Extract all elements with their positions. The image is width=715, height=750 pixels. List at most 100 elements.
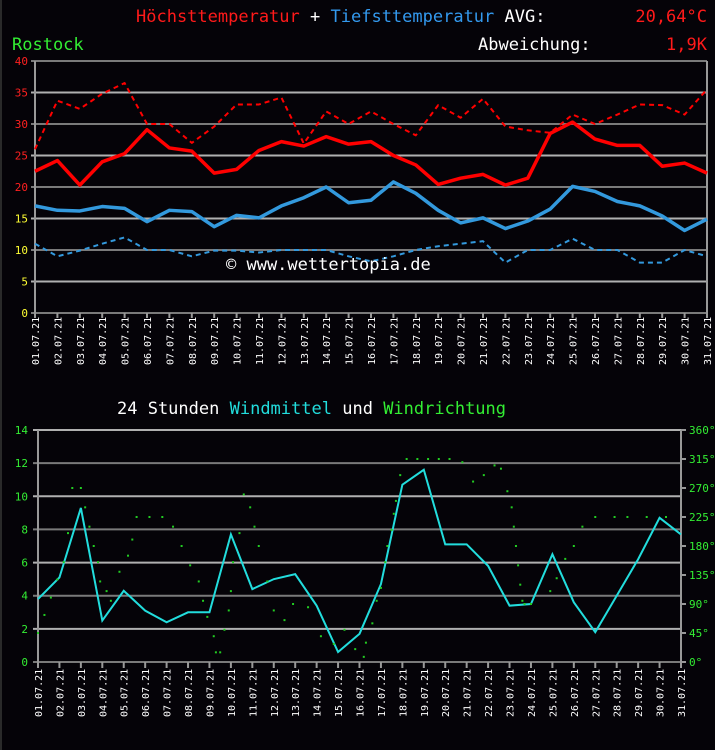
x-tick-label: 04.07.21 <box>98 317 109 365</box>
y2-tick-label: 315° <box>689 453 715 466</box>
x-tick-label: 03.07.21 <box>77 669 88 717</box>
left-border <box>0 0 2 750</box>
wind-direction-dot <box>394 499 397 502</box>
x-tick-label: 05.07.21 <box>120 669 131 717</box>
series-line <box>34 120 708 187</box>
y-tick-label: 5 <box>21 276 28 289</box>
wind-chart-title: 24 Stunden Windmittel und Windrichtung <box>117 399 507 419</box>
x-tick-label: 13.07.21 <box>291 669 302 717</box>
x-tick-label: 01.07.21 <box>34 669 45 717</box>
wind-direction-dot <box>219 651 222 654</box>
x-tick-label: 04.07.21 <box>98 669 109 717</box>
wind-direction-dot <box>227 609 230 612</box>
wind-direction-dot <box>364 641 367 644</box>
wind-direction-dot <box>223 628 226 631</box>
x-tick-label: 21.07.21 <box>463 669 474 717</box>
wind-direction-dot <box>180 545 183 547</box>
wind-direction-dot <box>555 577 558 580</box>
y2-tick-label: 135° <box>689 569 715 582</box>
wind-direction-dot <box>343 628 346 631</box>
wind-direction-dot <box>212 635 215 638</box>
title-min: Tiefsttemperatur <box>330 7 495 27</box>
wind-direction-dot <box>127 554 130 557</box>
wind-direction-dot <box>472 480 475 483</box>
wind-direction-dot <box>390 528 393 531</box>
wind-direction-dot <box>427 458 430 460</box>
series-line <box>34 180 708 233</box>
wind-direction-dot <box>43 613 46 616</box>
x-tick-label: 27.07.21 <box>613 317 624 365</box>
x-tick-label: 06.07.21 <box>143 317 154 365</box>
x-tick-label: 20.07.21 <box>441 669 452 717</box>
x-tick-label: 03.07.21 <box>76 317 87 365</box>
wind-direction-dot <box>564 557 567 560</box>
x-tick-label: 24.07.21 <box>546 317 557 365</box>
y-tick-label: 15 <box>15 213 28 226</box>
wind-direction-dot <box>62 561 65 564</box>
x-tick-label: 23.07.21 <box>506 669 517 717</box>
wind-direction-dot <box>79 487 82 489</box>
wind-direction-dot <box>523 603 526 605</box>
y-tick-label: 14 <box>15 424 29 437</box>
wind-direction-dot <box>461 461 464 464</box>
wind-direction-dot <box>613 516 616 518</box>
x-tick-label: 08.07.21 <box>188 317 199 365</box>
wind-direction-dot <box>238 532 241 535</box>
x-tick-label: 16.07.21 <box>367 317 378 365</box>
wind-direction-dot <box>161 516 164 518</box>
wind-direction-dot <box>49 596 52 599</box>
x-tick-label: 21.07.21 <box>479 317 490 365</box>
wind-direction-dot <box>392 512 395 515</box>
wind-direction-dot <box>118 570 121 573</box>
x-tick-label: 19.07.21 <box>420 669 431 717</box>
wind-direction-dot <box>405 458 408 460</box>
y-tick-label: 35 <box>15 87 28 100</box>
wind-direction-dot <box>242 493 245 496</box>
wind-direction-dot <box>92 545 95 547</box>
wind-direction-dot <box>581 525 584 528</box>
avg-value: 20,64°C <box>635 7 707 27</box>
x-tick-label: 29.07.21 <box>634 669 645 717</box>
wind-direction-dot <box>371 622 374 625</box>
y-tick-label: 10 <box>15 490 28 503</box>
wind-direction-dot <box>232 561 235 564</box>
wind-direction-dot <box>71 487 74 489</box>
wind-direction-dot <box>499 467 502 470</box>
wind-direction-dot <box>572 545 575 547</box>
title-max: Höchsttemperatur <box>136 7 300 27</box>
x-tick-label: 29.07.21 <box>658 317 669 365</box>
y-tick-label: 40 <box>15 55 28 68</box>
x-tick-label: 11.07.21 <box>255 317 266 365</box>
wind-direction-dot <box>514 545 517 547</box>
x-tick-label: 18.07.21 <box>398 669 409 717</box>
wind-direction-dot <box>56 578 59 581</box>
x-tick-label: 02.07.21 <box>55 669 66 717</box>
y2-tick-label: 90° <box>689 598 709 611</box>
x-tick-label: 28.07.21 <box>613 669 624 717</box>
avg-label: AVG: <box>504 7 546 27</box>
wind-direction-dot <box>517 564 520 567</box>
wind-direction-dot <box>206 615 209 618</box>
wind-direction-dot <box>386 545 389 547</box>
wind-direction-dot <box>519 583 522 586</box>
x-tick-label: 26.07.21 <box>591 317 602 365</box>
wind-direction-dot <box>354 648 357 651</box>
series-line <box>34 236 708 264</box>
x-tick-label: 02.07.21 <box>53 317 64 365</box>
x-tick-label: 10.07.21 <box>233 317 244 365</box>
wind-direction-dot <box>172 525 175 528</box>
wind-direction-dot <box>88 525 91 528</box>
x-tick-label: 30.07.21 <box>681 317 692 365</box>
wind-direction-dot <box>148 516 151 518</box>
x-tick-label: 09.07.21 <box>205 669 216 717</box>
wind-direction-dot <box>510 506 513 509</box>
wind-direction-dot <box>594 516 597 518</box>
y-tick-label: 2 <box>21 623 28 636</box>
x-tick-label: 12.07.21 <box>277 317 288 365</box>
y-tick-label: 4 <box>21 590 28 603</box>
x-tick-label: 14.07.21 <box>313 669 324 717</box>
y-tick-label: 20 <box>15 181 28 194</box>
location-label: Rostock <box>12 35 84 55</box>
y-tick-label: 25 <box>15 150 28 163</box>
